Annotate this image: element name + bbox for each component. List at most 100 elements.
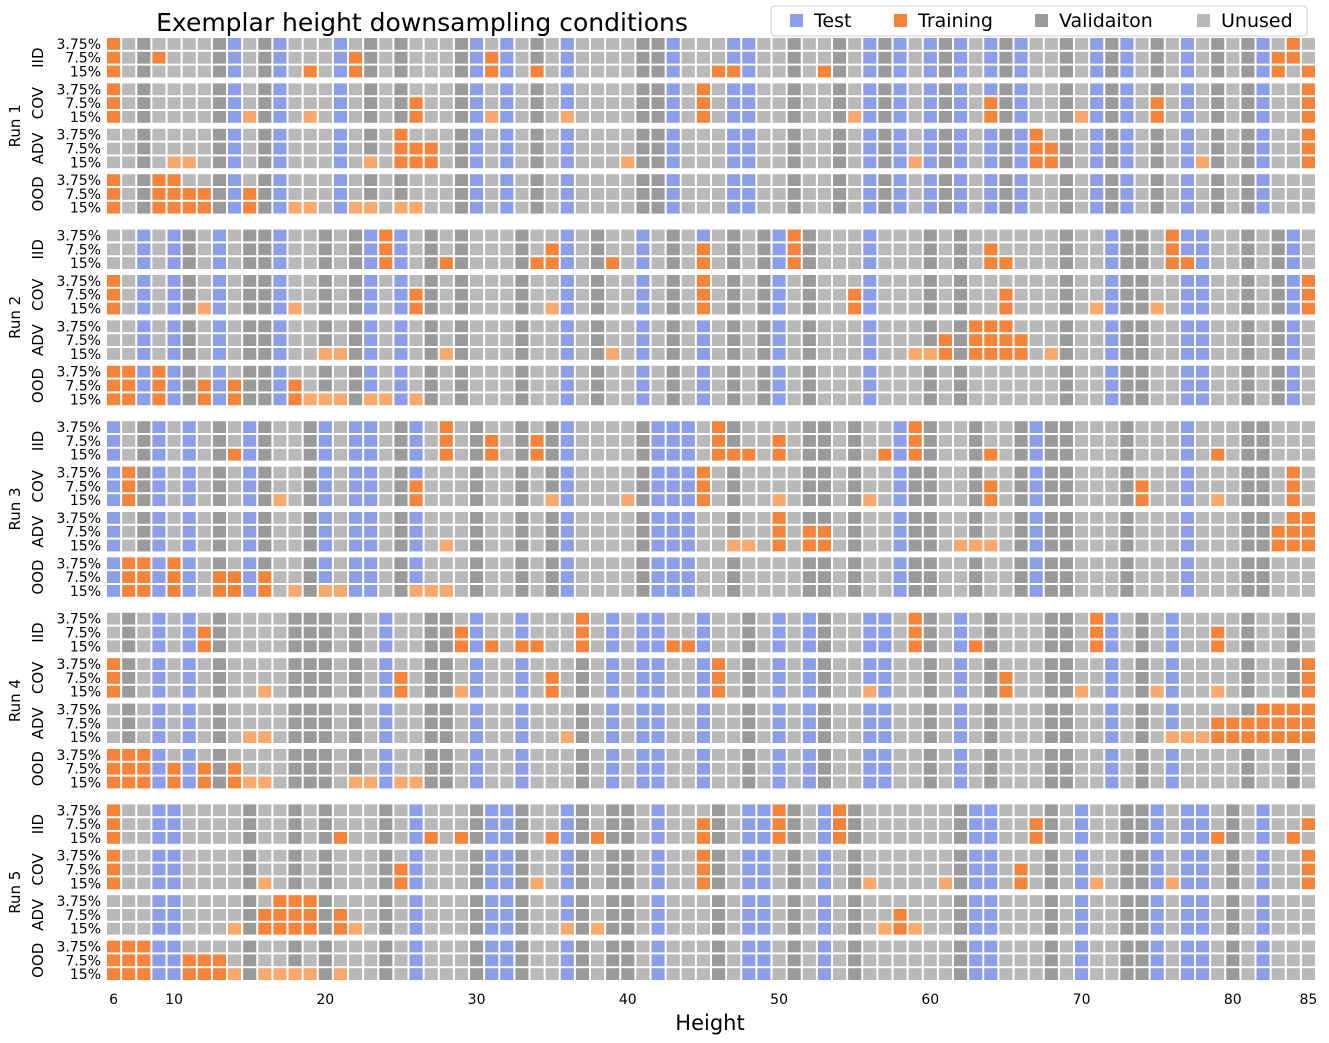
unused-cell [1075,201,1089,214]
validation-cell [318,922,332,935]
unused-cell [197,365,211,378]
test-cell [212,288,227,301]
unused-cell [848,38,862,50]
test-cell [379,672,393,684]
validation-cell [303,703,317,716]
validation-cell [258,302,272,315]
test-cell [954,111,968,123]
validation-cell [182,275,196,287]
test-cell [878,658,892,670]
validation-cell [454,188,469,200]
test-cell [954,97,968,109]
unused-cell [182,895,196,907]
unused-cell [757,38,771,50]
test-cell [606,749,620,761]
unused-cell [349,832,363,844]
unused-cell [333,626,348,639]
unused-cell [1029,731,1043,743]
test-cell [696,685,711,698]
test-cell [182,435,196,447]
training-cell [107,201,121,214]
unused-cell [1271,494,1285,506]
test-cell [893,466,907,479]
test-cell [409,909,423,921]
validation-cell [394,97,408,109]
unused-cell [848,776,862,789]
validation-cell [515,557,529,570]
unused-cell [742,334,756,346]
validation-cell [364,142,378,155]
unused-cell [817,229,832,242]
validation-cell [984,731,998,743]
unused-cell [802,863,816,876]
unused-cell [530,968,544,980]
training-cell [303,968,317,980]
unused-cell [333,448,348,461]
test-cell [515,703,529,716]
validation-cell [1256,571,1270,583]
validation-cell [1120,302,1134,315]
training-cell [197,379,211,392]
unused-cell [1044,334,1058,346]
unused-cell [379,156,393,169]
unused-cell [197,849,211,862]
unused-cell [545,142,559,155]
test-cell [1196,968,1210,980]
validation-cell [636,571,650,583]
validation-cell [1271,229,1285,242]
validation-cell [1014,512,1028,524]
validation-cell [379,968,393,980]
test-cell [817,968,832,980]
unused-cell [212,804,227,817]
validation-cell [1150,142,1164,155]
test-cell [167,832,181,844]
unused-cell [1029,612,1043,625]
test-cell [394,275,408,287]
unused-cell [364,703,378,716]
validation-cell [515,348,529,360]
validation-cell [848,909,862,921]
test-cell [167,895,181,907]
validation-cell [182,243,196,256]
condition-label: ADV [29,515,47,548]
unused-cell [212,863,227,876]
test-cell [742,51,756,64]
validation-cell [1135,640,1149,653]
test-cell [1105,348,1119,360]
validation-cell [303,494,317,506]
test-cell [228,51,242,64]
validation-cell [1135,818,1149,830]
unused-cell [757,65,771,78]
validation-cell [591,257,605,269]
unused-cell [303,229,317,242]
test-cell [772,640,786,653]
unused-cell [954,466,968,479]
unused-cell [666,731,680,743]
unused-cell [333,334,348,346]
validation-cell [454,83,469,96]
unused-cell [273,466,287,479]
validation-cell [954,954,968,967]
validation-cell [1271,275,1285,287]
test-cell [152,557,166,570]
training-cell [530,65,544,78]
unused-cell [228,539,242,552]
training-cell [848,111,862,123]
validation-cell [621,804,635,817]
unused-cell [681,320,695,333]
training-cell [182,201,196,214]
unused-cell [485,703,499,716]
unused-cell [485,38,499,50]
validation-cell [712,849,726,862]
unused-cell [1226,749,1240,761]
validation-cell [802,393,816,406]
test-cell [1256,832,1270,844]
unused-cell [1044,243,1058,256]
unused-cell [893,832,907,844]
test-cell [696,703,711,716]
unused-cell [379,539,393,552]
test-cell [470,658,484,670]
unused-cell [394,717,408,730]
training-cell [107,365,121,378]
unused-cell [999,804,1013,817]
